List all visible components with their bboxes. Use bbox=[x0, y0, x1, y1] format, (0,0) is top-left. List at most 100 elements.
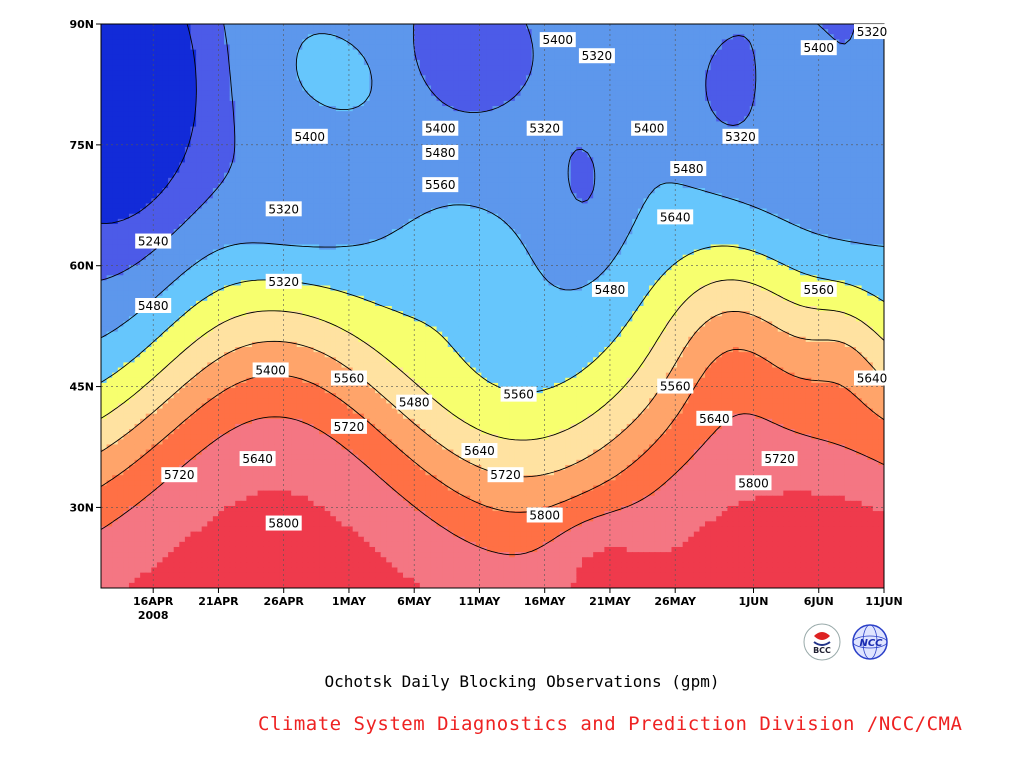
contour-cell bbox=[783, 75, 790, 81]
contour-cell bbox=[358, 131, 365, 138]
contour-cell bbox=[693, 75, 701, 81]
contour-cell bbox=[425, 141, 432, 148]
contour-cell bbox=[134, 95, 141, 102]
contour-cell bbox=[375, 95, 382, 102]
contour-cell bbox=[341, 116, 348, 123]
contour-cell bbox=[654, 157, 661, 164]
contour-cell bbox=[475, 39, 482, 46]
contour-cell bbox=[766, 152, 773, 158]
contour-cell bbox=[257, 152, 264, 158]
contour-cell bbox=[391, 85, 399, 92]
contour-cell bbox=[660, 75, 667, 81]
contour-cell bbox=[229, 49, 236, 56]
contour-cell bbox=[470, 49, 477, 56]
contour-cell bbox=[307, 39, 315, 46]
contour-cell bbox=[162, 126, 169, 133]
contour-cell bbox=[246, 59, 253, 66]
contour-cell bbox=[218, 54, 225, 61]
contour-cell bbox=[565, 193, 572, 199]
contour-cell bbox=[162, 116, 169, 123]
contour-cell bbox=[665, 188, 673, 194]
contour-cell bbox=[671, 141, 678, 148]
contour-cell bbox=[380, 80, 387, 87]
contour-cell bbox=[352, 126, 359, 133]
contour-cell bbox=[313, 157, 320, 164]
contour-cell bbox=[537, 152, 544, 158]
contour-cell bbox=[358, 126, 365, 133]
contour-cell bbox=[240, 106, 248, 112]
contour-cell bbox=[760, 177, 768, 184]
contour-cell bbox=[554, 70, 561, 76]
contour-cell bbox=[190, 126, 197, 133]
contour-cell bbox=[677, 90, 684, 97]
contour-cell bbox=[660, 116, 667, 123]
contour-cell bbox=[380, 182, 387, 189]
contour-cell bbox=[291, 188, 298, 194]
contour-cell bbox=[856, 49, 863, 56]
contour-cell bbox=[520, 136, 527, 143]
contour-cell bbox=[677, 157, 684, 164]
contour-cell bbox=[291, 152, 298, 158]
contour-cell bbox=[749, 172, 756, 179]
contour-cell bbox=[117, 167, 124, 174]
contour-cell bbox=[570, 177, 577, 184]
contour-cell bbox=[867, 152, 874, 158]
contour-cell bbox=[330, 100, 337, 107]
contour-cell bbox=[408, 126, 415, 133]
contour-cell bbox=[408, 29, 415, 35]
contour-cell bbox=[403, 59, 410, 66]
contour-cell bbox=[526, 54, 533, 61]
contour-cell bbox=[302, 34, 309, 40]
contour-cell bbox=[755, 54, 762, 61]
contour-cell bbox=[296, 29, 303, 35]
contour-cell bbox=[419, 157, 426, 164]
contour-cell bbox=[822, 131, 829, 138]
contour-cell bbox=[721, 182, 728, 189]
contour-cell bbox=[335, 152, 343, 158]
contour-cell bbox=[123, 24, 130, 30]
contour-cell bbox=[112, 147, 119, 153]
contour-cell bbox=[777, 177, 784, 184]
contour-cell bbox=[173, 59, 180, 66]
contour-cell bbox=[732, 177, 740, 184]
contour-cell bbox=[173, 100, 180, 107]
contour-cell bbox=[548, 106, 555, 112]
contour-cell bbox=[173, 39, 180, 46]
contour-cell bbox=[324, 177, 331, 184]
contour-cell bbox=[224, 85, 231, 92]
contour-cell bbox=[581, 70, 589, 76]
contour-cell bbox=[755, 100, 762, 107]
contour-cell bbox=[699, 198, 706, 205]
contour-cell bbox=[285, 59, 292, 66]
contour-cell bbox=[565, 147, 572, 153]
contour-cell bbox=[632, 100, 639, 107]
contour-cell bbox=[319, 111, 326, 117]
contour-cell bbox=[168, 116, 175, 123]
contour-cell bbox=[632, 193, 639, 199]
contour-cell bbox=[760, 126, 768, 133]
contour-cell bbox=[677, 70, 684, 76]
contour-cell bbox=[637, 203, 645, 210]
contour-cell bbox=[816, 193, 824, 199]
contour-cell bbox=[229, 203, 236, 210]
contour-cell bbox=[570, 80, 577, 87]
contour-cell bbox=[705, 111, 712, 117]
contour-cell bbox=[587, 136, 594, 143]
contour-cell bbox=[867, 188, 874, 194]
contour-cell bbox=[861, 106, 868, 112]
contour-cell bbox=[693, 198, 701, 205]
contour-cell bbox=[380, 141, 387, 148]
contour-cell bbox=[179, 182, 186, 189]
contour-cell bbox=[330, 95, 337, 102]
contour-cell bbox=[486, 54, 494, 61]
contour-cell bbox=[710, 152, 717, 158]
contour-cell bbox=[279, 198, 287, 205]
contour-cell bbox=[749, 111, 756, 117]
contour-cell bbox=[453, 39, 460, 46]
contour-cell bbox=[386, 29, 393, 35]
contour-cell bbox=[369, 147, 376, 153]
contour-cell bbox=[822, 34, 829, 40]
contour-cell bbox=[470, 95, 477, 102]
contour-cell bbox=[872, 116, 879, 123]
contour-cell bbox=[179, 95, 186, 102]
